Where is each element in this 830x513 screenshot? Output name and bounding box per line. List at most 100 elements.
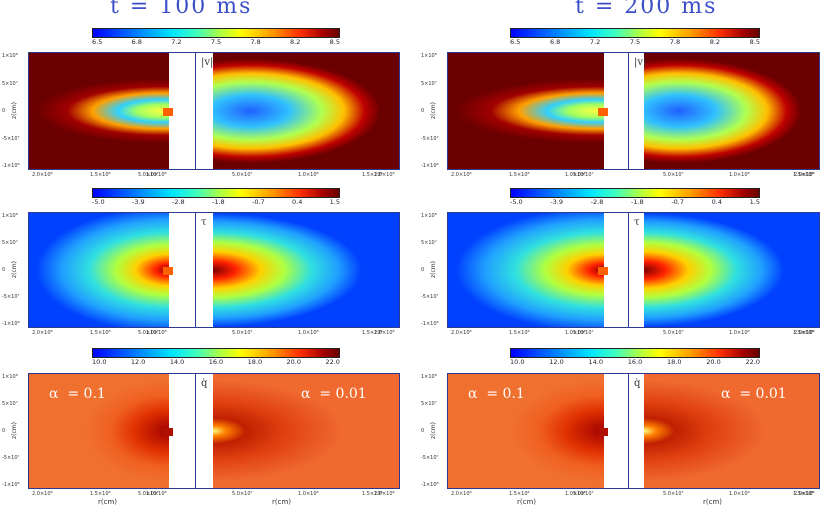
y-tick-label: -5×10⁷ <box>421 455 439 461</box>
left-field <box>29 213 169 327</box>
colorbar-tick-label: 7.8 <box>669 38 681 46</box>
colorbar-tick-label: 8.5 <box>749 38 760 46</box>
colorbar-tick-label: 12.0 <box>130 358 146 366</box>
x-tick-label: 5.0×10⁷ <box>232 491 253 497</box>
right-field <box>644 374 819 488</box>
alpha-left-label: α = 0.1 <box>468 386 525 402</box>
x-tick-label: 2.0×10⁸ <box>32 491 53 497</box>
x-axis-label: r(cm) <box>517 498 537 506</box>
y-tick-label: -1×10⁸ <box>421 482 439 488</box>
y-tick-label: 1×10⁸ <box>421 374 437 380</box>
colorbar-tick-label: 6.8 <box>549 38 561 46</box>
y-tick-label: -5×10⁷ <box>2 135 20 142</box>
colorbar-tick-label: 10.0 <box>92 358 107 366</box>
x-tick-label: 1.0×10⁸ <box>729 330 750 336</box>
symmetry-axis <box>628 213 629 327</box>
colorbar-tick-label: 12.0 <box>549 358 564 366</box>
symmetry-axis <box>195 374 196 488</box>
colorbar-ticks: 10.0 12.0 14.0 16.0 18.0 20.0 22.0 <box>92 358 340 368</box>
jet-tip <box>598 108 608 116</box>
panel-label: |v| <box>201 57 214 68</box>
y-tick-label: 0 <box>421 267 425 273</box>
colorbar-tick-label: -5.0 <box>510 198 523 206</box>
colorbar-tick-label: 8.5 <box>329 38 340 46</box>
y-axis-label: z(cm) <box>429 422 437 439</box>
y-tick-label: 1×10⁸ <box>421 53 437 59</box>
y-tick-label: 1×10⁸ <box>421 213 437 219</box>
y-tick-label: -1×10⁸ <box>2 321 20 327</box>
x-tick-label: 5.0×10⁷ <box>573 491 594 497</box>
y-tick-label: 5×10⁷ <box>421 401 437 407</box>
y-axis-label: z(cm) <box>10 422 18 439</box>
colorbar-tick-label: 14.0 <box>588 358 603 366</box>
colorbar-tick-label: 6.8 <box>131 38 142 46</box>
x-tick-label: 5.0×10⁷ <box>232 172 253 178</box>
symmetry-axis <box>628 53 629 169</box>
y-tick-label: 5×10⁷ <box>421 240 437 246</box>
x-tick-label: 2.0×10⁸ <box>374 172 395 178</box>
panel-label: τ <box>201 217 207 228</box>
x-tick-label: 1.0×10⁸ <box>729 491 750 497</box>
colorbar-tick-label: 1.5 <box>749 198 760 206</box>
panel-label: q̇ <box>201 378 208 389</box>
colorbar-tick-label: 14.0 <box>169 358 185 366</box>
colorbar-ticks: 10.0 12.0 14.0 16.0 18.0 20.0 22.0 <box>510 358 760 368</box>
jet-tip <box>163 108 173 116</box>
x-tick-label: 1.5×10⁸ <box>793 172 814 178</box>
x-tick-label: 1.0×10⁸ <box>565 330 586 336</box>
plot-panel: τ <box>28 212 400 328</box>
right-field <box>213 213 399 327</box>
x-tick-label: 5.0×10⁷ <box>663 491 684 497</box>
y-axis-label: z(cm) <box>429 261 437 278</box>
y-tick-label: -1×10⁸ <box>421 321 439 327</box>
colorbar-tick-label: -2.8 <box>590 198 604 206</box>
colorbar-tick-label: 20.0 <box>286 358 302 366</box>
plot-panel: |v| <box>28 52 400 170</box>
colorbar-tick-label: 18.0 <box>667 358 682 366</box>
y-tick-label: 1×10⁸ <box>2 213 18 219</box>
x-tick-label: 1.0×10⁸ <box>729 172 750 178</box>
x-axis-label: r(cm) <box>703 498 723 506</box>
jet-tip <box>163 428 173 436</box>
y-tick-label: -1×10⁸ <box>2 482 20 488</box>
colorbar-tick-label: 16.0 <box>627 358 643 366</box>
y-tick-label: -5×10⁷ <box>2 294 20 300</box>
y-tick-label: 5×10⁷ <box>2 240 18 246</box>
panel-title: t = 100 ms <box>110 0 253 19</box>
jet-tip <box>163 267 173 275</box>
y-axis-label: z(cm) <box>10 261 18 278</box>
colorbar <box>92 28 340 38</box>
left-field <box>448 53 604 169</box>
x-tick-label: 2.0×10⁸ <box>374 330 395 336</box>
x-tick-label: 1.5×10⁸ <box>362 491 383 497</box>
y-tick-label: 1×10⁸ <box>2 374 18 380</box>
x-tick-label: 2.0×10⁸ <box>451 330 472 336</box>
colorbar-tick-label: 6.5 <box>92 38 103 46</box>
x-tick-label: 1.0×10⁸ <box>565 491 586 497</box>
x-tick-label: 1.5×10⁸ <box>793 330 814 336</box>
plot-panel: |v| <box>447 52 820 170</box>
x-tick-label: 1.0×10⁸ <box>298 172 319 178</box>
y-tick-label: -5×10⁷ <box>421 135 439 142</box>
colorbar-tick-label: 10.0 <box>510 358 525 366</box>
x-tick-label: 5.0×10⁷ <box>138 330 159 336</box>
x-tick-label: 5.0×10⁷ <box>138 491 159 497</box>
y-axis-label: z(cm) <box>429 102 437 119</box>
right-field <box>213 53 399 169</box>
colorbar-tick-label: 7.5 <box>210 38 222 46</box>
y-tick-label: -1×10⁸ <box>2 163 20 169</box>
x-tick-label: 1.5×10⁸ <box>509 330 530 336</box>
left-field <box>29 374 169 488</box>
jet-tip <box>598 428 608 436</box>
colorbar-ticks: 6.5 6.8 7.2 7.5 7.8 8.2 8.5 <box>510 38 760 48</box>
plot-panel: q̇ α = 0.1 α = 0.01 <box>447 373 820 489</box>
colorbar-tick-label: 7.2 <box>171 38 182 46</box>
y-tick-label: 0 <box>2 267 6 273</box>
x-tick-label: 1.5×10⁸ <box>509 172 530 178</box>
x-tick-label: 5.0×10⁷ <box>573 172 594 178</box>
colorbar-tick-label: 6.5 <box>510 38 521 46</box>
y-tick-label: 5×10⁷ <box>2 80 18 87</box>
colorbar-tick-label: 8.2 <box>709 38 721 46</box>
x-tick-label: 2.0×10⁸ <box>794 491 815 497</box>
colorbar-tick-label: 7.2 <box>589 38 601 46</box>
